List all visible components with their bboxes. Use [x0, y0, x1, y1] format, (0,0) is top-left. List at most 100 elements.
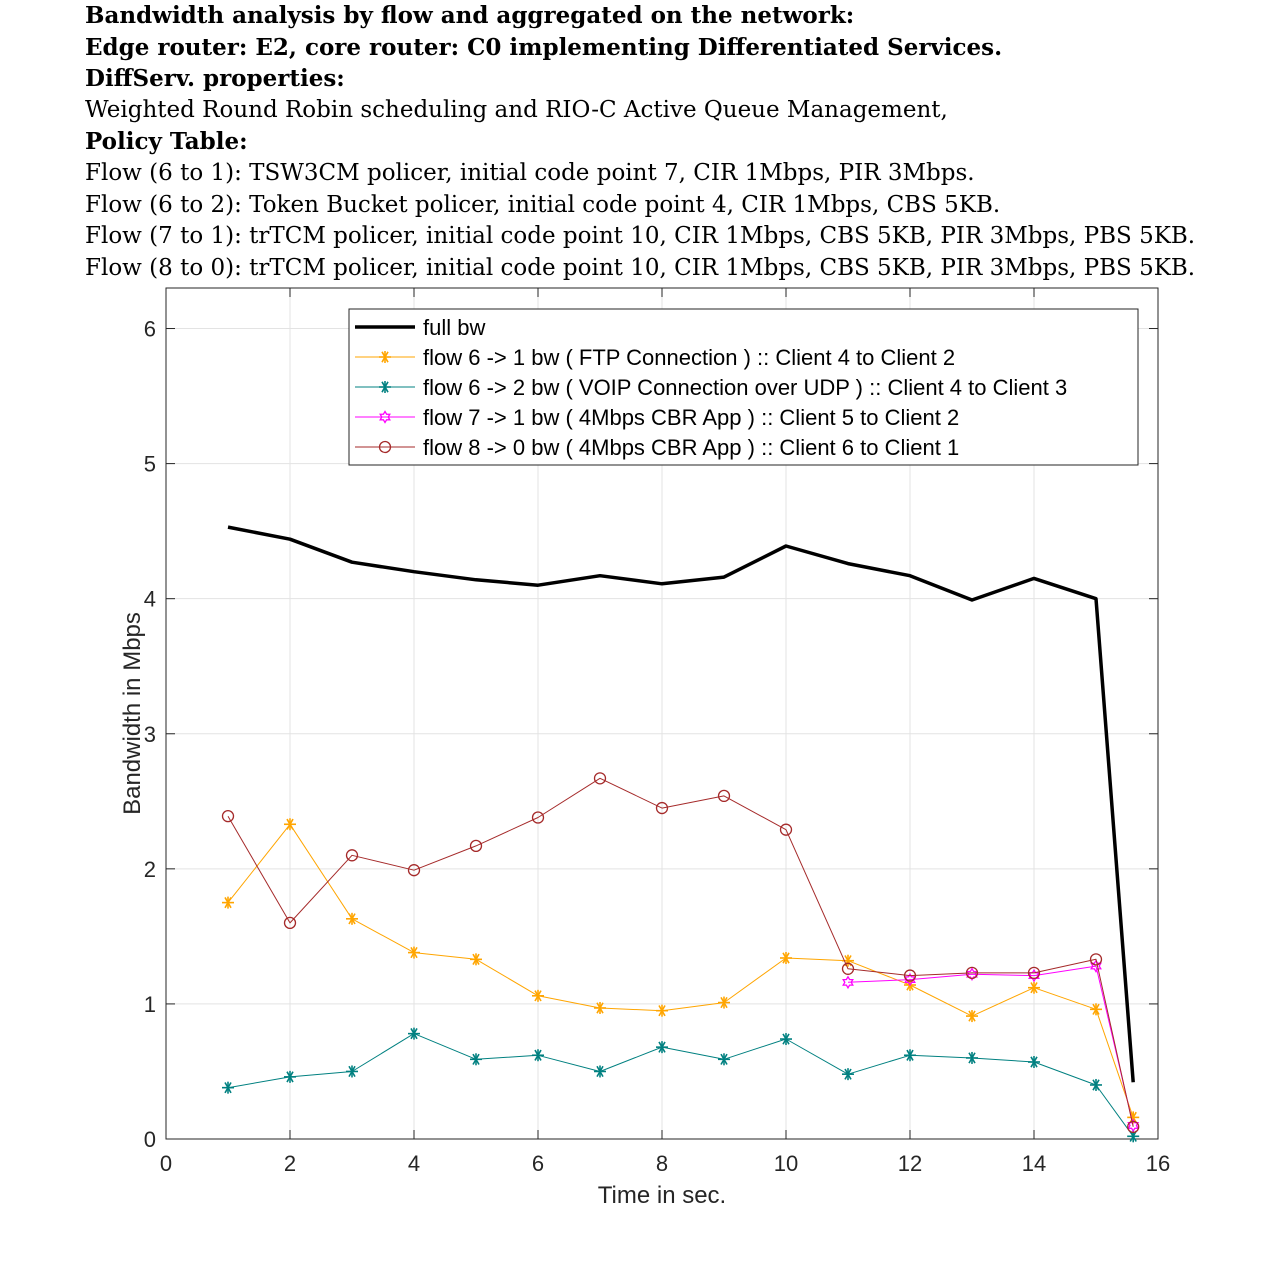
y-tick-label: 5	[144, 452, 156, 477]
series-line	[847, 965, 1134, 1126]
data-point	[904, 1049, 916, 1062]
y-tick-label: 4	[144, 587, 156, 612]
circle-marker	[965, 966, 979, 980]
x-tick-label: 0	[160, 1151, 172, 1176]
data-point	[283, 916, 297, 930]
data-point	[594, 1001, 606, 1014]
circle-marker	[469, 839, 483, 853]
circle-marker	[717, 789, 731, 803]
data-point	[346, 1065, 358, 1078]
y-axis-label: Bandwidth in Mbps	[119, 612, 146, 815]
data-point	[221, 810, 235, 823]
x-tick-label: 10	[774, 1151, 798, 1176]
y-tick-label: 3	[144, 722, 156, 747]
legend-swatch-marker	[378, 440, 392, 454]
series-1	[222, 818, 1140, 1124]
data-point	[718, 1053, 730, 1066]
x-tick-label: 6	[532, 1151, 544, 1176]
title-line: Weighted Round Robin scheduling and RIO-…	[85, 96, 948, 123]
title-line: Flow (7 to 1): trTCM policer, initial co…	[85, 223, 1196, 250]
hexagram-marker	[1127, 1118, 1140, 1133]
circle-marker	[1127, 1120, 1140, 1133]
circle-marker	[1027, 966, 1041, 980]
legend-swatch-marker	[379, 410, 391, 424]
legend-entry: flow 6 -> 2 bw ( VOIP Connection over UD…	[355, 375, 1067, 400]
title-line: DiffServ. properties:	[85, 65, 345, 93]
hexagram-marker	[379, 410, 391, 424]
legend-swatch-marker	[379, 381, 391, 393]
circle-marker	[378, 440, 392, 454]
legend-entry: flow 8 -> 0 bw ( 4Mbps CBR App ) :: Clie…	[355, 435, 959, 460]
circle-marker	[779, 823, 793, 836]
circle-marker	[407, 864, 421, 877]
x-tick-label: 16	[1146, 1151, 1170, 1176]
data-point	[655, 801, 669, 815]
circle-marker	[283, 916, 297, 930]
y-tick-label: 1	[144, 992, 156, 1017]
data-point	[966, 1051, 978, 1064]
data-point	[531, 811, 545, 824]
series-layer	[221, 525, 1140, 1143]
series-line	[227, 525, 1135, 1083]
data-point	[1090, 1078, 1102, 1091]
x-tick-label: 8	[656, 1151, 668, 1176]
legend-label: full bw	[423, 315, 485, 340]
data-point	[532, 1049, 544, 1062]
data-point	[1127, 1120, 1140, 1133]
data-point	[1027, 966, 1041, 980]
series-line	[227, 1033, 1134, 1137]
legend-swatch-marker	[379, 351, 391, 363]
legend-label: flow 6 -> 1 bw ( FTP Connection ) :: Cli…	[423, 345, 955, 370]
y-tick-label: 2	[144, 857, 156, 882]
x-tick-label: 14	[1022, 1151, 1046, 1176]
data-point	[346, 912, 358, 925]
series-3	[842, 959, 1140, 1133]
data-point	[842, 1068, 854, 1081]
data-point	[1028, 981, 1040, 994]
x-tick-label: 4	[408, 1151, 420, 1176]
y-tick-label: 0	[144, 1127, 156, 1152]
series-0	[227, 525, 1135, 1083]
x-tick-label: 12	[898, 1151, 922, 1176]
data-point	[966, 1010, 978, 1023]
data-point	[408, 946, 420, 959]
circle-marker	[841, 962, 855, 975]
legend-label: flow 7 -> 1 bw ( 4Mbps CBR App ) :: Clie…	[423, 405, 959, 430]
legend-entry: flow 6 -> 1 bw ( FTP Connection ) :: Cli…	[355, 345, 955, 370]
circle-marker	[655, 801, 669, 815]
circle-marker	[1089, 953, 1103, 966]
data-point	[780, 951, 792, 964]
data-point	[594, 1065, 606, 1078]
data-point	[903, 969, 917, 982]
data-point	[718, 996, 730, 1009]
data-point	[284, 818, 296, 831]
legend-entry: full bw	[355, 315, 485, 340]
data-point	[1089, 953, 1103, 966]
circle-marker	[903, 969, 917, 982]
data-point	[222, 1081, 234, 1094]
title-line: Flow (8 to 0): trTCM policer, initial co…	[85, 254, 1196, 281]
title-line: Flow (6 to 2): Token Bucket policer, ini…	[85, 191, 1001, 218]
x-tick-label: 2	[284, 1151, 296, 1176]
data-point	[284, 1070, 296, 1083]
circle-marker	[345, 849, 359, 862]
figure-title: Bandwidth analysis by flow and aggregate…	[85, 0, 1275, 284]
hexagram-marker	[842, 975, 854, 990]
data-point	[965, 966, 979, 980]
data-point	[1090, 959, 1102, 973]
legend-box	[348, 308, 1139, 466]
legend-label: flow 8 -> 0 bw ( 4Mbps CBR App ) :: Clie…	[423, 435, 959, 460]
data-point	[842, 975, 854, 990]
data-point	[470, 1053, 482, 1066]
data-point	[841, 962, 855, 975]
data-point	[222, 896, 234, 909]
title-line: Flow (6 to 1): TSW3CM policer, initial c…	[85, 159, 975, 186]
series-2	[222, 1027, 1140, 1143]
data-point	[656, 1041, 668, 1054]
circle-marker	[593, 772, 607, 785]
data-point	[717, 789, 731, 803]
data-point	[593, 772, 607, 785]
hexagram-marker	[1090, 959, 1102, 973]
title-line: Policy Table:	[85, 128, 248, 156]
